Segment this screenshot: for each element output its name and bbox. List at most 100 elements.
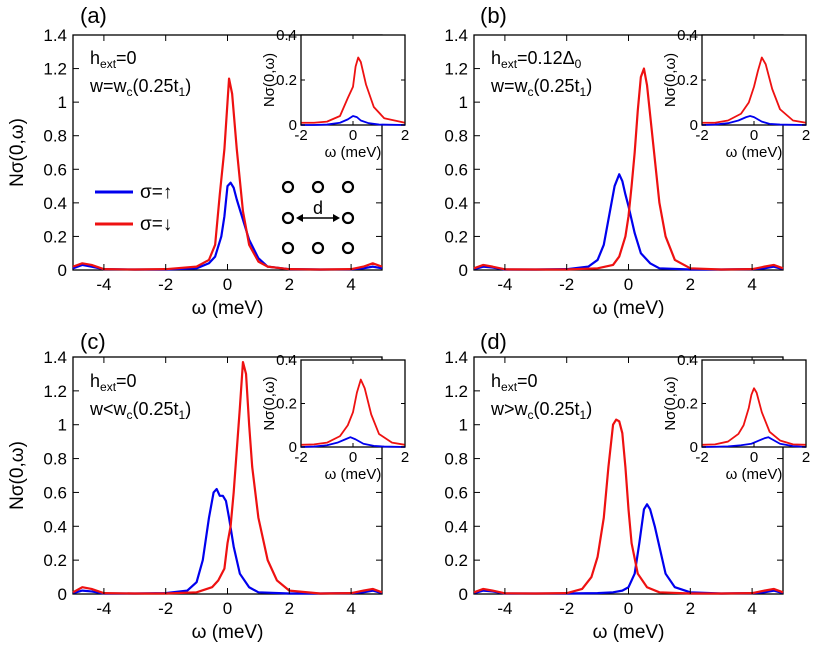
y-tick-label: 0 xyxy=(459,585,468,604)
y-tick-label: 0.8 xyxy=(444,450,468,469)
inset-plot: -2 0 200.20.4ω (meV)Nσ(0,ω) xyxy=(261,27,409,161)
y-tick-label: 1.2 xyxy=(43,382,67,401)
series-line-spin-down xyxy=(72,360,383,595)
x-tick-label: 0 xyxy=(624,275,633,294)
y-tick-label: 0.8 xyxy=(43,127,67,146)
y-axis-label: Nσ(0,ω) xyxy=(7,441,28,510)
chart-panel-c: -4 -2 0 2 400.20.40.60.811.21.4ω (meV)Nσ(0,ω… xyxy=(7,329,409,643)
inset-y-tick-label: 0 xyxy=(690,117,698,134)
inset-x-tick-label: 2 xyxy=(401,127,409,144)
inset-y-axis-label: Nσ(0,ω) xyxy=(662,53,679,107)
y-tick-label: 0.4 xyxy=(444,517,468,536)
series-line-spin-down xyxy=(473,418,784,595)
inset-y-tick-label: 0.4 xyxy=(677,27,698,44)
series-line-spin-down xyxy=(473,67,784,271)
x-tick-label: -2 xyxy=(158,275,173,294)
inset-x-tick-label: -2 xyxy=(695,127,708,144)
inset-x-tick-label: -2 xyxy=(294,449,307,466)
x-tick-label: 2 xyxy=(686,275,695,294)
inset-series-line-spin-down xyxy=(301,56,406,124)
y-tick-label: 0 xyxy=(58,261,67,280)
inset-y-tick-label: 0.4 xyxy=(276,352,297,369)
y-tick-label: 0.2 xyxy=(444,551,468,570)
inset-series-line-spin-up xyxy=(301,115,406,126)
y-tick-label: 0.8 xyxy=(43,450,67,469)
legend-label: σ=↑ xyxy=(140,182,172,203)
panel-label: (a) xyxy=(80,3,107,28)
y-tick-label: 1.4 xyxy=(444,348,468,367)
x-tick-label: 4 xyxy=(747,599,756,618)
y-tick-label: 1 xyxy=(58,416,67,435)
x-tick-label: -2 xyxy=(559,599,574,618)
lattice-site xyxy=(311,180,325,194)
annotation-field: hext=0.12Δ0 xyxy=(491,48,582,71)
inset-series-line-spin-up xyxy=(701,115,807,126)
lattice-site xyxy=(341,241,355,255)
inset-series-line-spin-up xyxy=(300,436,406,448)
x-axis-label: ω (meV) xyxy=(593,298,665,319)
x-tick-label: 0 xyxy=(223,599,232,618)
x-axis-label: ω (meV) xyxy=(593,622,665,643)
annotation-field: hext=0 xyxy=(491,371,538,394)
annotation-disorder: w=wc(0.25t1) xyxy=(89,76,191,99)
y-tick-label: 0 xyxy=(58,585,67,604)
inset-y-tick-label: 0.2 xyxy=(677,396,698,413)
y-tick-label: 1.2 xyxy=(444,60,468,79)
annotation-disorder: w<wc(0.25t1) xyxy=(89,399,191,422)
inset-plot: -2 0 200.20.4ω (meV)Nσ(0,ω) xyxy=(662,27,810,161)
annotation-disorder: w>wc(0.25t1) xyxy=(490,399,592,422)
inset-plot: -2 0 200.20.4ω (meV)Nσ(0,ω) xyxy=(662,352,810,483)
x-axis-label: ω (meV) xyxy=(192,298,264,319)
inset-series-line-spin-up xyxy=(701,436,807,448)
y-tick-label: 1 xyxy=(459,416,468,435)
chart-panel-b: -4 -2 0 2 400.20.40.60.811.21.4ω (meV)(b)hex… xyxy=(444,3,810,319)
inset-x-tick-label: -2 xyxy=(294,127,307,144)
lattice-site xyxy=(341,211,355,225)
inset-x-axis-label: ω (meV) xyxy=(325,466,382,483)
x-tick-label: -4 xyxy=(96,599,111,618)
panel-label: (d) xyxy=(480,329,507,354)
panel-label: (b) xyxy=(480,3,507,28)
inset-series-line-spin-down xyxy=(701,387,807,446)
x-tick-label: -4 xyxy=(497,275,512,294)
inset-y-tick-label: 0 xyxy=(289,117,297,134)
arrow-head-left xyxy=(296,214,303,222)
lattice-diagram: d xyxy=(281,180,355,255)
inset-x-tick-label: 2 xyxy=(802,127,810,144)
y-tick-label: 1.4 xyxy=(43,26,67,45)
inset-y-tick-label: 0 xyxy=(289,439,297,456)
x-tick-label: 4 xyxy=(747,275,756,294)
inset-x-tick-label: -2 xyxy=(695,449,708,466)
y-tick-label: 0.6 xyxy=(43,160,67,179)
inset-y-tick-label: 0.4 xyxy=(276,27,297,44)
inset-y-tick-label: 0.2 xyxy=(276,396,297,413)
inset-y-tick-label: 0.4 xyxy=(677,352,698,369)
y-tick-label: 0.6 xyxy=(444,160,468,179)
inset-y-axis-label: Nσ(0,ω) xyxy=(261,53,278,107)
inset-x-axis-label: ω (meV) xyxy=(726,466,783,483)
x-tick-label: 2 xyxy=(686,599,695,618)
lattice-site xyxy=(281,211,295,225)
inset-plot-frame xyxy=(701,34,807,126)
y-tick-label: 1.2 xyxy=(444,382,468,401)
y-tick-label: 1 xyxy=(459,93,468,112)
y-tick-label: 1.4 xyxy=(43,348,67,367)
y-tick-label: 0.4 xyxy=(43,517,67,536)
x-tick-label: 0 xyxy=(624,599,633,618)
chart-panel-d: -4 -2 0 2 400.20.40.60.811.21.4ω (meV)(d)hex… xyxy=(444,329,810,643)
chart-panel-a: -4 -2 0 2 400.20.40.60.811.21.4ω (meV)Nσ(0,ω… xyxy=(7,3,409,319)
y-tick-label: 0.4 xyxy=(43,194,67,213)
inset-plot-frame xyxy=(300,359,406,448)
inset-series-line-spin-down xyxy=(300,378,406,446)
inset-y-tick-label: 0 xyxy=(690,439,698,456)
inset-x-tick-label: 2 xyxy=(401,449,409,466)
inset-y-axis-label: Nσ(0,ω) xyxy=(261,376,278,430)
lattice-site xyxy=(311,241,325,255)
y-tick-label: 0.8 xyxy=(444,127,468,146)
legend: σ=↑ σ=↓ xyxy=(95,182,172,235)
y-tick-label: 0.2 xyxy=(43,551,67,570)
inset-y-tick-label: 0.2 xyxy=(677,72,698,89)
x-tick-label: -4 xyxy=(497,599,512,618)
x-tick-label: -2 xyxy=(158,599,173,618)
inset-plot-frame xyxy=(701,359,807,448)
